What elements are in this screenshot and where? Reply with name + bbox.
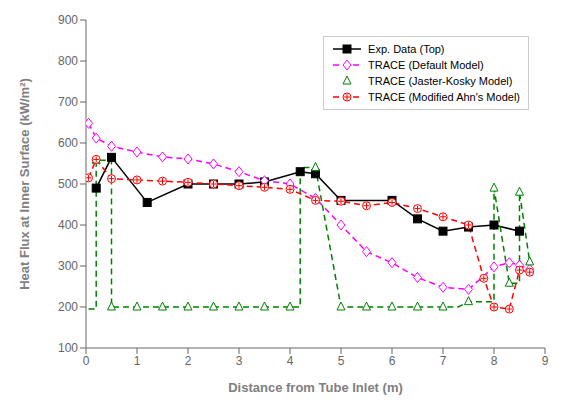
svg-text:400: 400 — [58, 218, 78, 232]
svg-text:700: 700 — [58, 95, 78, 109]
svg-text:200: 200 — [58, 300, 78, 314]
svg-text:4: 4 — [287, 354, 294, 368]
svg-text:Distance from Tube Inlet (m): Distance from Tube Inlet (m) — [228, 380, 403, 395]
html-text:TRACE (Modified Ahn's Model): TRACE (Modified Ahn's Model) — [368, 91, 520, 103]
svg-text:800: 800 — [58, 54, 78, 68]
svg-text:7: 7 — [440, 354, 447, 368]
svg-text:Heat Flux at Inner Surface (kW: Heat Flux at Inner Surface (kW/m²) — [17, 78, 32, 290]
html-text:Exp. Data (Top): Exp. Data (Top) — [368, 43, 445, 55]
svg-text:600: 600 — [58, 136, 78, 150]
svg-text:900: 900 — [58, 13, 78, 27]
svg-text:6: 6 — [389, 354, 396, 368]
svg-text:8: 8 — [491, 354, 498, 368]
html-text:TRACE (Default Model): TRACE (Default Model) — [368, 59, 484, 71]
html-text:TRACE (Jaster-Kosky Model): TRACE (Jaster-Kosky Model) — [368, 75, 513, 87]
svg-text:5: 5 — [338, 354, 345, 368]
svg-text:100: 100 — [58, 341, 78, 355]
svg-text:300: 300 — [58, 259, 78, 273]
svg-text:2: 2 — [185, 354, 192, 368]
svg-text:1: 1 — [134, 354, 141, 368]
svg-text:0: 0 — [83, 354, 90, 368]
svg-text:3: 3 — [236, 354, 243, 368]
svg-text:9: 9 — [542, 354, 549, 368]
svg-text:500: 500 — [58, 177, 78, 191]
